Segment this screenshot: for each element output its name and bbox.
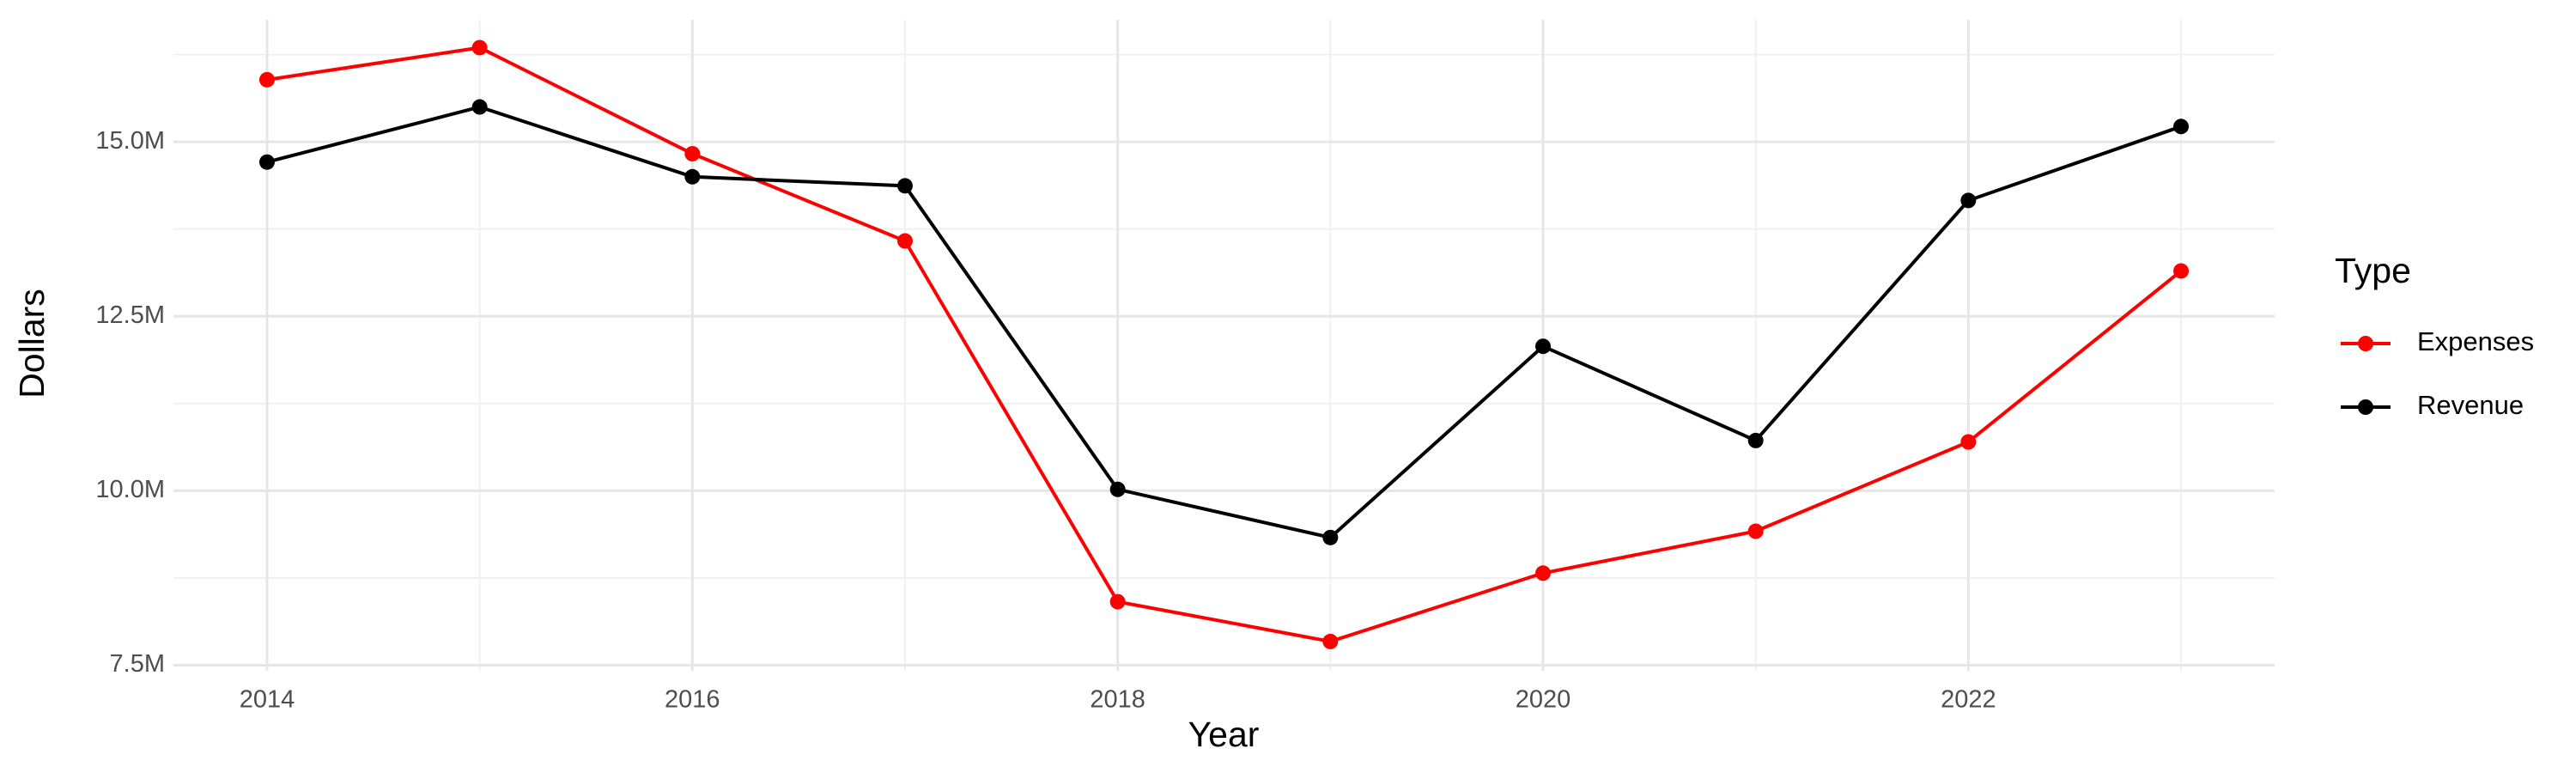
data-point (1109, 593, 1126, 610)
y-tick-label: 7.5M (110, 650, 165, 678)
y-tick-label: 15.0M (95, 127, 165, 155)
data-point (684, 145, 701, 161)
y-tick-label: 10.0M (95, 476, 165, 503)
x-axis-title: Year (1188, 715, 1260, 754)
legend: Type Expenses Revenue (2335, 251, 2534, 420)
series-line (266, 105, 2182, 540)
legend-marker (2358, 336, 2373, 351)
x-tick-label: 2020 (1516, 686, 1571, 714)
data-point (1747, 432, 1764, 448)
series-line (266, 46, 2183, 643)
data-point (1322, 633, 1339, 649)
legend-label: Revenue (2417, 390, 2524, 420)
data-point (896, 178, 913, 194)
y-tick-label: 12.5M (95, 301, 165, 329)
x-tick-label: 2014 (240, 686, 295, 714)
data-point (2173, 263, 2190, 279)
grid (173, 20, 2275, 671)
data-point (258, 154, 275, 170)
data-point (1747, 523, 1764, 539)
data-point (258, 71, 275, 88)
x-tick-label: 2022 (1941, 686, 1996, 714)
legend-title: Type (2335, 251, 2411, 290)
data-point (684, 168, 701, 185)
data-point (1960, 434, 1977, 450)
legend-label: Expenses (2417, 326, 2534, 356)
legend-marker (2358, 399, 2373, 415)
data-point (1322, 529, 1339, 545)
x-tick-label: 2016 (665, 686, 720, 714)
data-point (1960, 192, 1977, 209)
y-axis-title: Dollars (12, 289, 52, 399)
data-point (896, 233, 913, 249)
data-point (471, 40, 488, 56)
plot-area (258, 40, 2190, 649)
data-point (1109, 481, 1126, 497)
data-point (471, 99, 488, 115)
data-point (1535, 565, 1552, 581)
x-tick-label: 2018 (1090, 686, 1145, 714)
data-point (2173, 119, 2190, 135)
data-point (1535, 338, 1552, 355)
